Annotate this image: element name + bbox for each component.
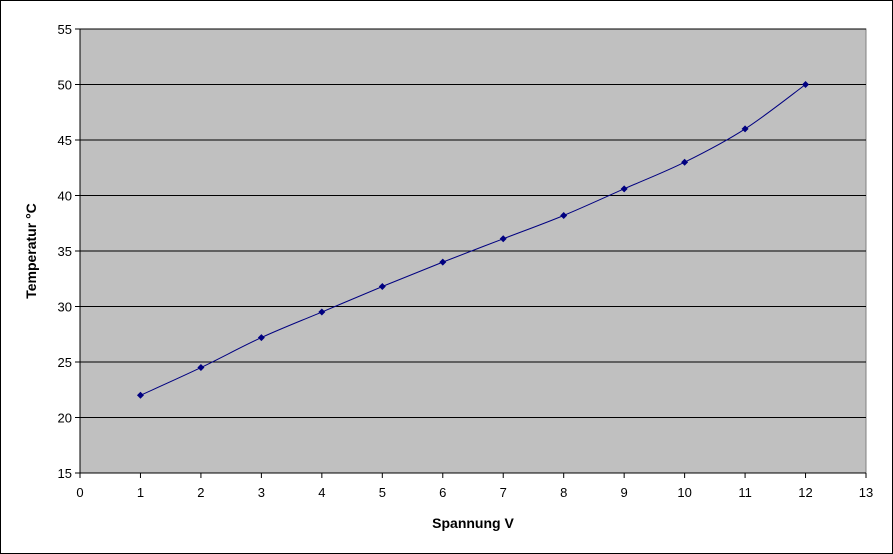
y-tick-label: 55 <box>58 22 72 37</box>
data-point-marker <box>741 125 749 133</box>
gridlines <box>80 28 866 418</box>
data-point-marker <box>681 158 689 166</box>
y-tick-label: 25 <box>58 355 72 370</box>
x-tick-label: 6 <box>439 485 446 500</box>
y-tick-label: 15 <box>58 466 72 481</box>
data-point-marker <box>318 308 326 316</box>
x-tick-label: 13 <box>859 485 873 500</box>
x-tick-label: 1 <box>137 485 144 500</box>
x-tick-label: 2 <box>197 485 204 500</box>
x-axis-title: Spannung V <box>432 515 514 531</box>
x-tick-label: 11 <box>738 485 752 500</box>
y-tick-label: 20 <box>58 411 72 426</box>
x-axis-ticks: 0 1 2 3 4 5 6 7 8 9 10 11 12 13 <box>76 473 873 500</box>
y-tick-label: 30 <box>58 300 72 315</box>
y-tick-label: 35 <box>58 244 72 259</box>
data-point-marker <box>378 283 386 291</box>
x-tick-label: 7 <box>500 485 507 500</box>
y-tick-label: 40 <box>58 189 72 204</box>
y-axis-title: Temperatur °C <box>23 203 39 299</box>
x-tick-label: 0 <box>76 485 83 500</box>
x-tick-label: 8 <box>560 485 567 500</box>
data-point-marker <box>802 81 810 88</box>
x-tick-label: 9 <box>621 485 628 500</box>
data-point-marker <box>257 334 265 342</box>
x-tick-label: 12 <box>798 485 812 500</box>
data-point-marker <box>197 364 205 372</box>
x-tick-label: 5 <box>379 485 386 500</box>
series-line <box>140 84 806 396</box>
data-point-marker <box>136 391 144 399</box>
y-axis-ticks: 15 20 25 30 35 40 45 50 55 <box>58 22 80 481</box>
x-tick-label: 10 <box>677 485 691 500</box>
data-point-marker <box>620 185 628 193</box>
data-point-marker <box>560 211 568 219</box>
data-point-marker <box>499 235 507 243</box>
y-tick-label: 45 <box>58 133 72 148</box>
series-markers <box>136 81 810 399</box>
x-tick-label: 3 <box>258 485 265 500</box>
y-tick-label: 50 <box>58 78 72 93</box>
x-tick-label: 4 <box>318 485 325 500</box>
data-point-marker <box>439 258 447 266</box>
